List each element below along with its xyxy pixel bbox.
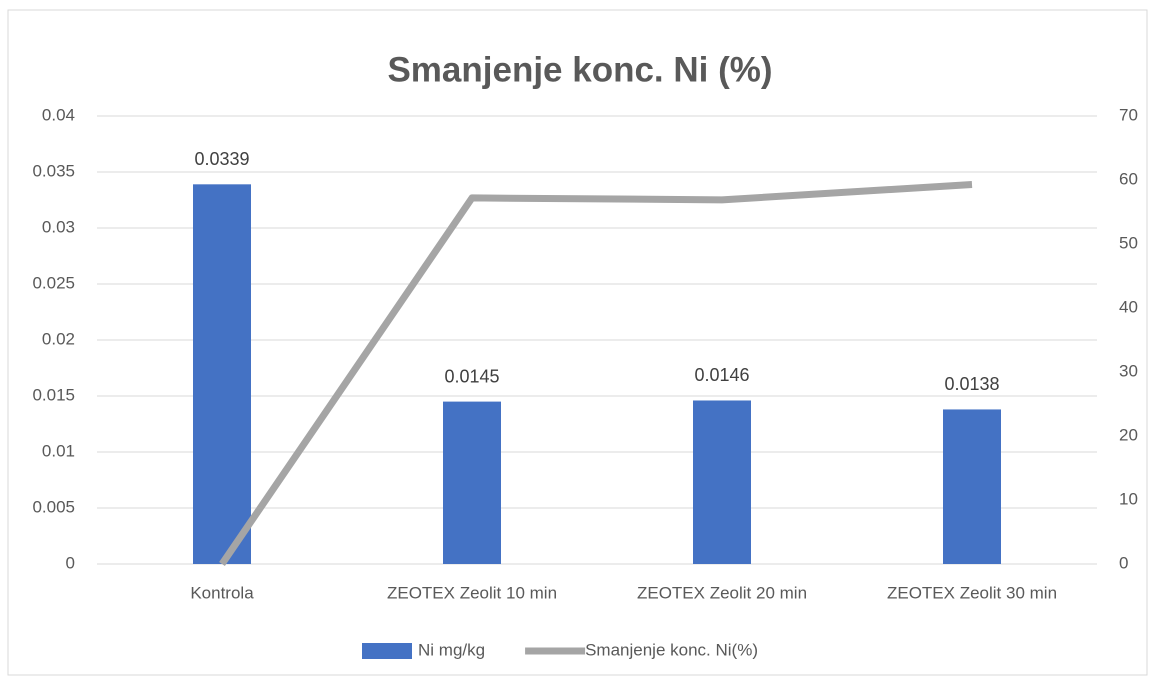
legend-label: Smanjenje konc. Ni(%) <box>585 640 758 659</box>
y-tick-label: 0.03 <box>42 217 75 236</box>
y-tick-label: 0.025 <box>32 273 75 292</box>
x-tick-label: ZEOTEX Zeolit 10 min <box>387 583 557 602</box>
data-label: 0.0339 <box>194 149 249 169</box>
y-tick-label: 0.02 <box>42 329 75 348</box>
y2-tick-label: 0 <box>1119 553 1128 572</box>
bar <box>443 401 501 564</box>
y-tick-label: 0.015 <box>32 385 75 404</box>
y2-tick-label: 30 <box>1119 361 1138 380</box>
bar <box>193 184 251 564</box>
x-tick-label: ZEOTEX Zeolit 20 min <box>637 583 807 602</box>
data-label: 0.0138 <box>944 374 999 394</box>
y2-tick-label: 60 <box>1119 169 1138 188</box>
chart-border <box>7 9 1148 676</box>
bar <box>693 400 751 564</box>
y-tick-label: 0.04 <box>42 105 75 124</box>
y-tick-label: 0.035 <box>32 161 75 180</box>
x-tick-label: ZEOTEX Zeolit 30 min <box>887 583 1057 602</box>
line <box>219 180 973 566</box>
y-tick-label: 0.01 <box>42 441 75 460</box>
y2-tick-label: 40 <box>1119 297 1138 316</box>
legend-label: Ni mg/kg <box>418 640 485 659</box>
y-tick-label: 0.005 <box>32 497 75 516</box>
legend-swatch <box>362 643 412 659</box>
y2-tick-label: 10 <box>1119 489 1138 508</box>
x-tick-label: Kontrola <box>190 583 254 602</box>
chart-title: Smanjenje konc. Ni (%) <box>387 50 772 89</box>
bar <box>943 409 1001 564</box>
y-tick-label: 0 <box>66 553 75 572</box>
y2-tick-label: 50 <box>1119 233 1138 252</box>
y2-tick-label: 70 <box>1119 105 1138 124</box>
y2-tick-label: 20 <box>1119 425 1138 444</box>
data-label: 0.0145 <box>444 366 499 386</box>
data-label: 0.0146 <box>694 365 749 385</box>
